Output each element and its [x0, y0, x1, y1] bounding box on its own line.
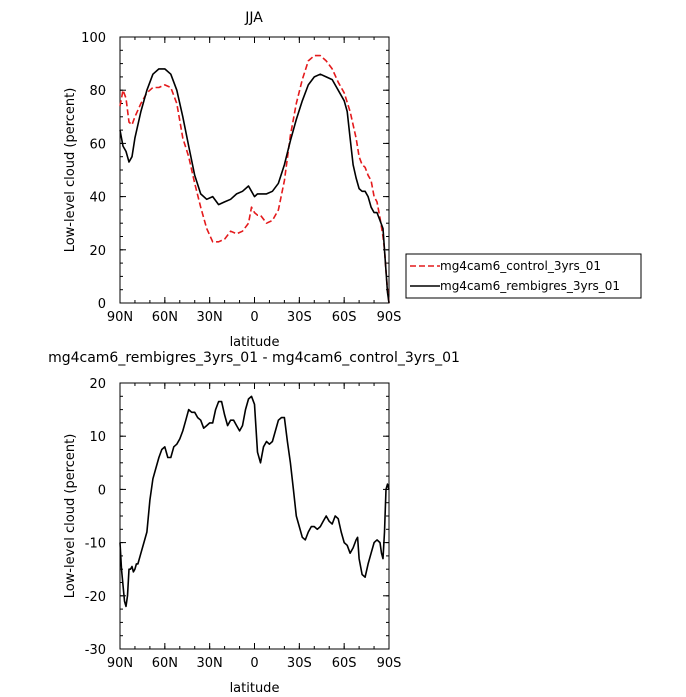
bottom-y-tick-label: 10	[89, 430, 106, 445]
bottom-y-tick-label: 0	[98, 483, 106, 498]
bottom-x-tick-label: 0	[250, 656, 258, 671]
top-chart-title: JJA	[244, 10, 263, 26]
bottom-y-tick-label: 20	[89, 377, 106, 392]
bottom-x-tick-label: 90S	[377, 656, 402, 671]
top-x-tick-label: 90N	[107, 310, 133, 325]
bottom-x-tick-label: 60S	[332, 656, 357, 671]
top-x-tick-label: 90S	[377, 310, 402, 325]
top-series-line-mg4cam6_rembigres_3yrs_01	[119, 68, 390, 304]
bottom-x-axis-label: latitude	[230, 681, 280, 696]
top-x-tick-label: 60N	[152, 310, 178, 325]
bottom-x-tick-label: 90N	[107, 656, 133, 671]
top-y-tick-label: 40	[89, 191, 106, 206]
top-x-tick-label: 60S	[332, 310, 357, 325]
bottom-series-line-difference	[119, 395, 390, 608]
top-x-tick-label: 0	[250, 310, 258, 325]
bottom-chart-title: mg4cam6_rembigres_3yrs_01 - mg4cam6_cont…	[48, 350, 460, 366]
top-y-tick-label: 100	[81, 31, 106, 46]
top-y-tick-label: 80	[89, 84, 106, 99]
top-series-line-mg4cam6_control_3yrs_01	[119, 54, 390, 304]
top-y-tick-label: 0	[98, 297, 106, 312]
bottom-y-axis-label: Low-level cloud (percent)	[63, 434, 78, 599]
top-y-tick-label: 20	[89, 244, 106, 259]
top-y-tick-label: 60	[89, 137, 106, 152]
bottom-y-tick-label: -30	[85, 643, 106, 658]
top-x-axis-label: latitude	[230, 335, 280, 350]
legend-box	[405, 253, 642, 299]
bottom-x-tick-label: 60N	[152, 656, 178, 671]
legend-label-mg4cam6_control_3yrs_01: mg4cam6_control_3yrs_01	[440, 259, 601, 273]
top-x-tick-label: 30N	[197, 310, 223, 325]
top-x-tick-label: 30S	[287, 310, 312, 325]
bottom-x-tick-label: 30N	[197, 656, 223, 671]
top-plot-frame	[119, 36, 390, 304]
legend-label-mg4cam6_rembigres_3yrs_01: mg4cam6_rembigres_3yrs_01	[440, 279, 620, 293]
bottom-y-tick-label: -20	[85, 590, 106, 605]
bottom-x-tick-label: 30S	[287, 656, 312, 671]
top-y-axis-label: Low-level cloud (percent)	[63, 88, 78, 253]
bottom-plot-frame	[119, 382, 390, 650]
bottom-y-tick-label: -10	[85, 537, 106, 552]
